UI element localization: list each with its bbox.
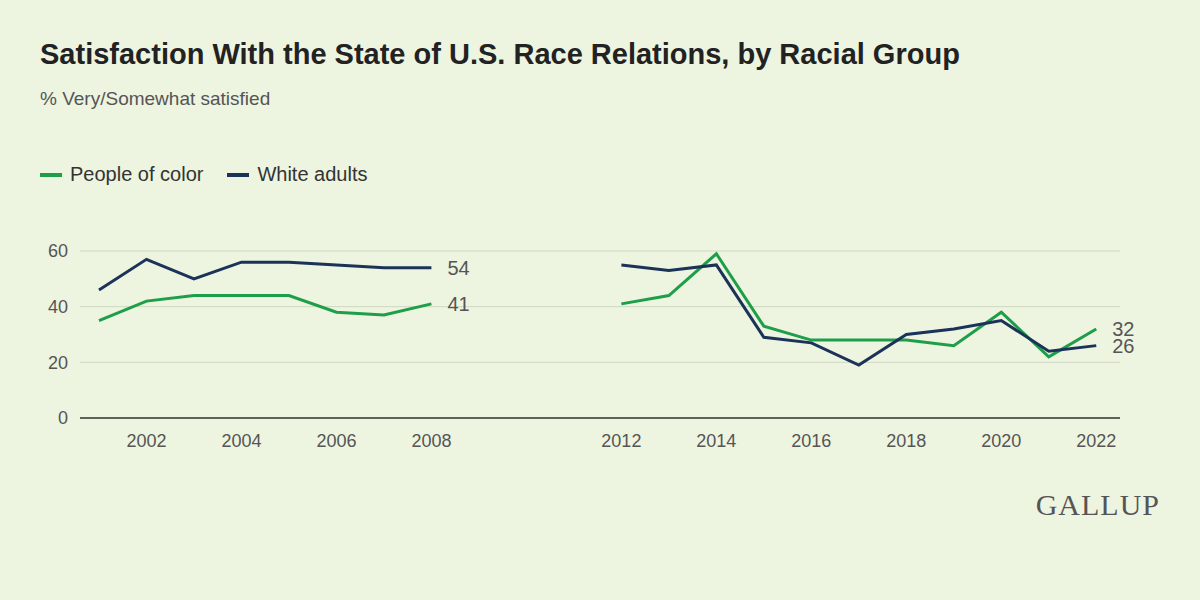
svg-text:60: 60: [48, 241, 68, 261]
svg-text:2022: 2022: [1076, 431, 1116, 451]
svg-text:2016: 2016: [791, 431, 831, 451]
svg-text:0: 0: [58, 408, 68, 428]
svg-text:20: 20: [48, 353, 68, 373]
svg-text:2002: 2002: [126, 431, 166, 451]
svg-text:32: 32: [1112, 318, 1135, 340]
svg-text:2006: 2006: [316, 431, 356, 451]
html-text:GALLUP: GALLUP: [1035, 488, 1160, 521]
svg-text:26: 26: [1112, 335, 1134, 357]
svg-text:2018: 2018: [886, 431, 926, 451]
html-text:People of color: People of color: [70, 163, 204, 185]
html-text:% Very/Somewhat satisfied: % Very/Somewhat satisfied: [40, 88, 271, 109]
svg-text:2004: 2004: [221, 431, 261, 451]
html-text:Satisfaction With the State of: Satisfaction With the State of U.S. Race…: [40, 38, 960, 70]
svg-text:2014: 2014: [696, 431, 736, 451]
svg-text:41: 41: [447, 293, 469, 315]
html-text:White adults: White adults: [257, 163, 368, 185]
svg-text:2012: 2012: [601, 431, 641, 451]
svg-text:2020: 2020: [981, 431, 1021, 451]
svg-text:40: 40: [48, 297, 68, 317]
svg-text:54: 54: [447, 257, 469, 279]
svg-text:2008: 2008: [411, 431, 451, 451]
